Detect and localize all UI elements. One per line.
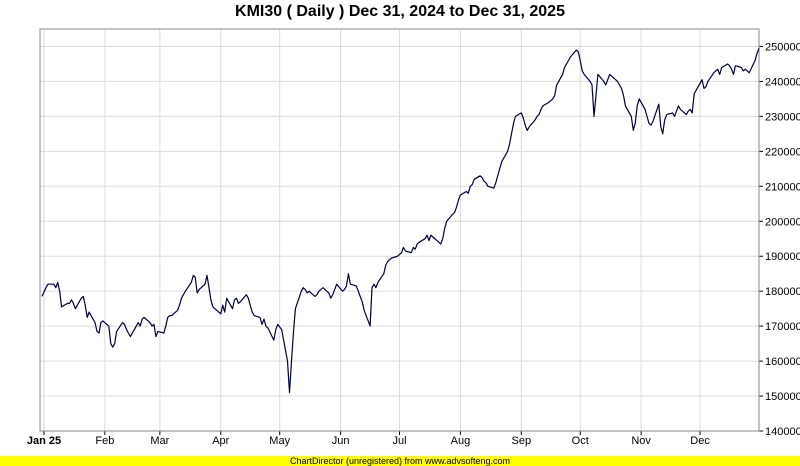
x-tick-label: Nov — [631, 435, 651, 447]
y-tick-label: 200000 — [765, 216, 800, 228]
x-tick-label: Jan 25 — [27, 435, 61, 447]
series-line — [41, 47, 760, 394]
y-tick-label: 170000 — [765, 321, 800, 333]
y-tick-label: 180000 — [765, 286, 800, 298]
x-tick-label: Sep — [512, 435, 532, 447]
y-tick-label: 240000 — [765, 76, 800, 88]
footer-banner[interactable]: ChartDirector (unregistered) from www.ad… — [0, 456, 800, 466]
x-tick-label: Feb — [95, 435, 114, 447]
x-tick-label: Jun — [332, 435, 350, 447]
x-tick-label: Mar — [150, 435, 169, 447]
x-tick-label: Dec — [690, 435, 710, 447]
x-tick-label: Apr — [212, 435, 229, 447]
y-tick-label: 220000 — [765, 146, 800, 158]
y-tick-label: 160000 — [765, 356, 800, 368]
y-tick-label: 150000 — [765, 391, 800, 403]
chart-title: KMI30 ( Daily ) Dec 31, 2024 to Dec 31, … — [235, 3, 565, 20]
x-tick-label: Oct — [572, 435, 589, 447]
y-tick-label: 140000 — [765, 426, 800, 438]
y-tick-label: 190000 — [765, 251, 800, 263]
line-chart: 140000 150000 160000 170000 180000 190000 2000… — [27, 28, 800, 447]
y-tick-label: 210000 — [765, 181, 800, 193]
x-tick-label: May — [269, 435, 290, 447]
x-tick-label: Aug — [451, 435, 471, 447]
x-tick-label: Jul — [392, 435, 406, 447]
y-tick-label: 250000 — [765, 41, 800, 53]
y-tick-label: 230000 — [765, 111, 800, 123]
plot-border — [39, 28, 760, 432]
